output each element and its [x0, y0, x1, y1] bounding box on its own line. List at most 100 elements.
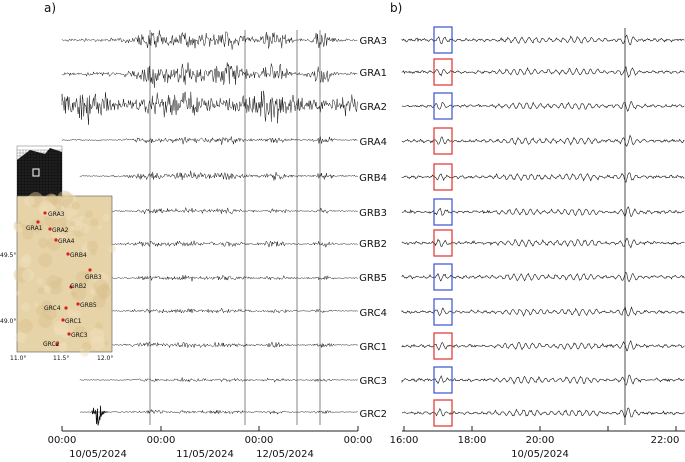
- terrain-patch: [43, 306, 57, 320]
- terrain-patch: [66, 215, 72, 221]
- terrain-patch: [100, 292, 108, 300]
- terrain-patch: [36, 278, 43, 285]
- panel-a-trace: [61, 62, 358, 88]
- station-label: GRC3: [71, 332, 88, 339]
- terrain-patch: [13, 267, 30, 283]
- terrain-patch: [51, 234, 57, 239]
- station-marker: [43, 211, 47, 215]
- station-marker: [66, 252, 70, 256]
- arrival-box: [433, 229, 453, 257]
- station-label: GRC1: [65, 318, 82, 325]
- panel-a-date-label: 11/05/2024: [176, 449, 234, 460]
- terrain-patch: [70, 217, 83, 231]
- terrain-patch: [80, 347, 90, 357]
- terrain-patch: [53, 325, 64, 336]
- terrain-patch: [61, 329, 71, 339]
- terrain-patch: [102, 213, 110, 222]
- trace-label: GRC1: [359, 342, 387, 353]
- terrain-patch: [21, 253, 32, 264]
- trace-label: GRC3: [359, 376, 387, 387]
- terrain-patch: [38, 253, 53, 268]
- arrival-box: [433, 366, 453, 394]
- map-terrain: [13, 190, 116, 357]
- panel-a-date-label: 10/05/2024: [69, 449, 127, 460]
- station-label: GRB5: [80, 302, 97, 309]
- panel-a-trace: [79, 274, 358, 282]
- terrain-patch: [22, 228, 34, 240]
- terrain-patch: [92, 294, 106, 309]
- terrain-patch: [100, 283, 109, 292]
- terrain-patch: [15, 290, 21, 296]
- terrain-patch: [89, 288, 96, 295]
- panel-a-trace: [79, 408, 358, 415]
- arrival-box: [433, 127, 453, 155]
- panel-b-trace: [401, 407, 685, 418]
- terrain-patch: [46, 275, 61, 290]
- terrain-patch: [96, 284, 111, 299]
- terrain-patch: [71, 201, 80, 210]
- trace-label: GRA3: [360, 36, 388, 47]
- terrain-patch: [44, 285, 52, 293]
- terrain-patch: [79, 223, 90, 234]
- panel-b-tick-label: 22:00: [651, 435, 680, 446]
- lat-label-49-0: 49.0°: [0, 318, 16, 325]
- arrival-box: [433, 332, 453, 360]
- terrain-patch: [61, 341, 67, 347]
- terrain-patch: [13, 223, 22, 232]
- terrain-patch: [19, 256, 31, 268]
- trace-label: GRA2: [360, 102, 388, 113]
- terrain-patch: [90, 218, 99, 227]
- panel-b-tick-label: 16:00: [390, 435, 419, 446]
- panel-b-trace: [401, 374, 685, 386]
- panel-a-trace: [79, 240, 359, 249]
- trace-label: GRB2: [359, 239, 387, 250]
- arrival-box: [433, 298, 453, 326]
- station-label: GRB3: [85, 274, 102, 281]
- terrain-patch: [70, 291, 75, 296]
- panel-b-tick-label: 20:00: [526, 435, 555, 446]
- panel-a-trace: [79, 206, 359, 215]
- panel-a-traces: [61, 30, 359, 426]
- station-marker: [64, 306, 68, 310]
- terrain-patch: [90, 336, 106, 351]
- panel-b-date-label: 10/05/2024: [511, 449, 569, 460]
- terrain-patch: [104, 341, 109, 346]
- terrain-patch: [58, 216, 68, 226]
- station-marker: [76, 302, 80, 306]
- terrain-patch: [38, 314, 53, 328]
- terrain-patch: [37, 287, 45, 295]
- terrain-patch: [108, 245, 116, 253]
- panel-a-trace: [79, 170, 358, 181]
- station-label: GRA2: [52, 227, 69, 234]
- terrain-patch: [62, 196, 75, 209]
- trace-label: GRC4: [359, 308, 387, 319]
- station-marker: [36, 220, 40, 224]
- terrain-patch: [94, 275, 100, 281]
- terrain-patch: [28, 192, 44, 208]
- panel-a-trace: [79, 377, 358, 383]
- station-marker: [88, 268, 92, 272]
- panel-b-trace: [401, 134, 685, 147]
- map-inset: GRA3 GRA1 GRA2 GRA4 GRB4 GRB3 GRB2 GRB5 GRC4 GRC1…: [0, 145, 116, 362]
- terrain-patch: [36, 305, 47, 316]
- terrain-patch: [72, 292, 78, 297]
- terrain-patch: [56, 223, 69, 236]
- station-label: GRC4: [44, 305, 61, 312]
- panel-a-label: a): [44, 1, 56, 15]
- lon-label-11-0: 11.0°: [10, 355, 26, 362]
- panel-a-tick-label: 00:00: [245, 435, 274, 446]
- terrain-patch: [57, 277, 64, 283]
- terrain-patch: [47, 194, 58, 204]
- panel-b-trace: [401, 65, 685, 79]
- trace-label: GRC2: [359, 409, 387, 420]
- panel-b-trace: [401, 305, 685, 317]
- terrain-patch: [81, 243, 91, 253]
- terrain-patch: [85, 210, 93, 218]
- regional-map: [16, 195, 113, 353]
- panel-a-tick-label: 00:00: [48, 435, 77, 446]
- station-label: GRA3: [48, 211, 65, 218]
- panel-b-trace: [401, 172, 685, 183]
- panel-a-trace: [61, 30, 358, 50]
- station-marker: [67, 332, 71, 336]
